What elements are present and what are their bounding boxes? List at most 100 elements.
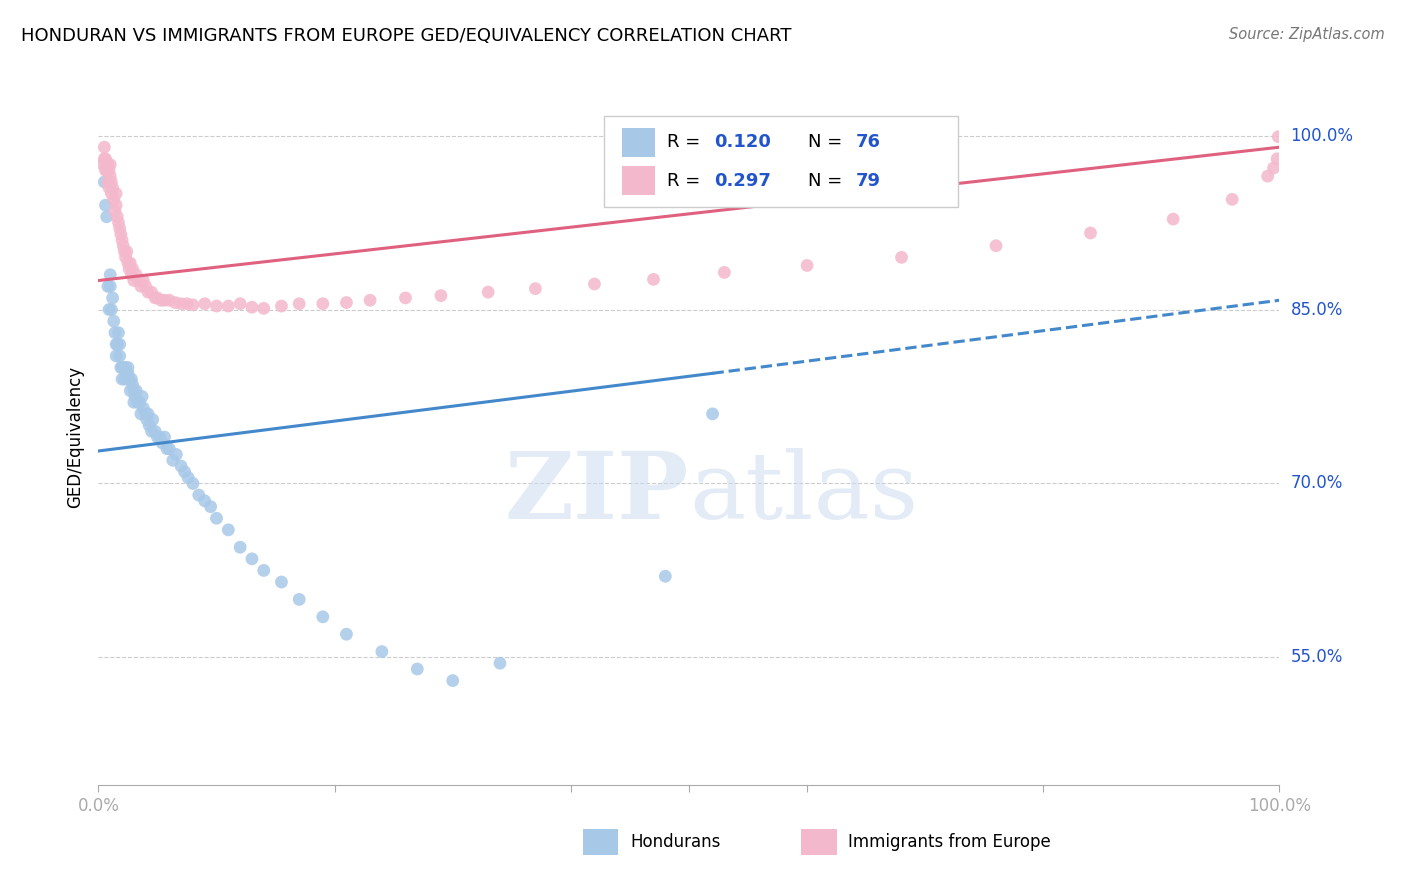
Point — [141, 285, 163, 300]
Point — [142, 412, 165, 426]
Point — [1263, 161, 1285, 175]
Point — [335, 627, 357, 641]
Point — [1257, 169, 1279, 184]
Y-axis label: GED/Equivalency: GED/Equivalency — [66, 366, 84, 508]
Point — [177, 471, 200, 485]
Point — [150, 293, 173, 308]
Point — [1220, 192, 1243, 206]
Point — [105, 210, 128, 224]
Point — [96, 210, 118, 224]
Point — [112, 372, 135, 386]
Point — [890, 250, 912, 264]
Point — [96, 163, 118, 178]
Point — [121, 268, 143, 282]
Point — [406, 662, 429, 676]
Point — [524, 282, 547, 296]
Point — [101, 180, 124, 195]
Point — [100, 302, 122, 317]
Point — [122, 384, 145, 398]
Text: 70.0%: 70.0% — [1291, 475, 1343, 492]
Point — [441, 673, 464, 688]
Point — [103, 192, 125, 206]
Point — [105, 349, 128, 363]
Point — [312, 296, 335, 311]
Point — [93, 140, 115, 154]
Point — [156, 442, 179, 456]
Point — [117, 366, 139, 380]
Point — [170, 459, 193, 474]
Point — [91, 157, 114, 171]
Point — [93, 152, 115, 166]
Point — [270, 299, 292, 313]
Point — [111, 372, 134, 386]
Point — [94, 152, 117, 166]
Point — [165, 295, 187, 310]
Point — [270, 574, 292, 589]
Point — [105, 186, 128, 201]
Point — [132, 401, 155, 415]
Bar — [801, 829, 837, 855]
Point — [702, 407, 724, 421]
Point — [240, 551, 263, 566]
Point — [104, 203, 127, 218]
Point — [107, 326, 129, 340]
Point — [108, 349, 131, 363]
Point — [120, 256, 142, 270]
Point — [173, 465, 195, 479]
Point — [713, 265, 735, 279]
Point — [205, 511, 228, 525]
Point — [97, 279, 120, 293]
Point — [97, 157, 120, 171]
Point — [114, 360, 136, 375]
Point — [108, 337, 131, 351]
Point — [335, 295, 357, 310]
Point — [136, 285, 159, 300]
Point — [100, 175, 122, 189]
Point — [135, 412, 157, 426]
Point — [200, 500, 222, 514]
Point — [98, 268, 121, 282]
Point — [118, 372, 141, 386]
Point — [98, 157, 121, 171]
Point — [796, 259, 818, 273]
Point — [112, 238, 135, 253]
Point — [162, 453, 184, 467]
Point — [98, 302, 121, 317]
Point — [170, 296, 193, 311]
Point — [253, 564, 276, 578]
Point — [118, 262, 141, 277]
Text: R =: R = — [666, 172, 706, 190]
Point — [129, 279, 152, 293]
Text: Hondurans: Hondurans — [630, 833, 720, 851]
Point — [229, 540, 252, 554]
Point — [643, 272, 665, 286]
Point — [143, 291, 166, 305]
Point — [141, 425, 163, 439]
Point — [181, 298, 204, 312]
Point — [240, 300, 263, 314]
Point — [94, 163, 117, 178]
Point — [127, 395, 149, 409]
Text: 0.120: 0.120 — [714, 134, 770, 152]
Point — [122, 395, 145, 409]
Point — [654, 569, 676, 583]
Text: 0.297: 0.297 — [714, 172, 770, 190]
Point — [112, 360, 135, 375]
Point — [312, 610, 335, 624]
Point — [98, 169, 121, 184]
Point — [135, 279, 157, 293]
Text: ZIP: ZIP — [505, 448, 689, 538]
Point — [94, 198, 117, 212]
Point — [120, 384, 142, 398]
Point — [489, 657, 512, 671]
Bar — [621, 128, 655, 157]
Point — [101, 291, 124, 305]
Point — [187, 488, 209, 502]
Point — [359, 293, 381, 308]
Point — [217, 523, 239, 537]
Point — [111, 233, 134, 247]
Point — [114, 250, 136, 264]
Text: Immigrants from Europe: Immigrants from Europe — [848, 833, 1052, 851]
Point — [115, 244, 138, 259]
Point — [194, 493, 217, 508]
